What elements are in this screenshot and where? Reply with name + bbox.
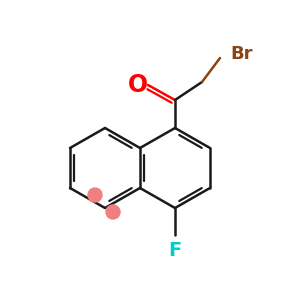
Text: F: F <box>168 241 182 260</box>
Text: Br: Br <box>230 45 253 63</box>
Circle shape <box>106 205 120 219</box>
Circle shape <box>88 188 102 202</box>
Text: O: O <box>128 73 148 97</box>
